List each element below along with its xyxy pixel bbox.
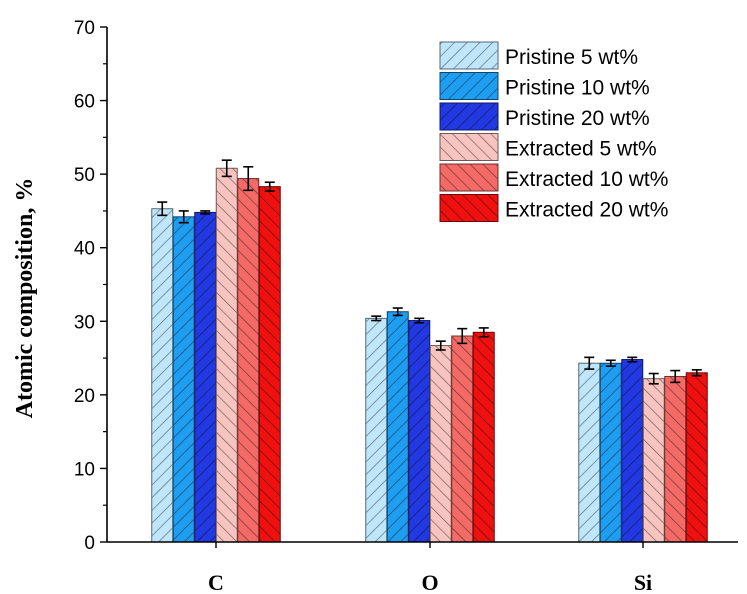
x-tick-label: O [421, 570, 438, 594]
error-bars-group [157, 159, 702, 385]
bar [429, 345, 452, 543]
legend-swatch [439, 194, 499, 222]
legend-label: Pristine 20 wt% [505, 107, 650, 130]
y-tick-label: 70 [74, 18, 95, 39]
y-tick-label: 20 [74, 386, 95, 407]
legend-label: Pristine 10 wt% [505, 77, 650, 100]
bar [172, 216, 195, 543]
bar [578, 362, 601, 543]
bar [151, 208, 174, 543]
bar [472, 331, 495, 543]
axes-group: 0 10 20 30 40 50 60 70 C O Si [74, 18, 738, 594]
bars-group [151, 167, 708, 543]
bar [386, 311, 409, 543]
legend-label: Extracted 20 wt% [505, 199, 668, 222]
x-tick-label: C [208, 570, 224, 594]
legend-swatch [439, 163, 499, 192]
y-tick-label: 40 [74, 239, 95, 260]
bar [621, 359, 644, 543]
bar [194, 211, 217, 543]
legend-swatch [439, 133, 499, 161]
y-tick-label: 0 [84, 533, 95, 554]
bar [408, 320, 431, 543]
bar [664, 375, 687, 543]
legend-label: Extracted 10 wt% [505, 168, 668, 191]
legend-swatch [439, 41, 499, 70]
legend: Pristine 5 wt% Pristine 10 wt% Pristine 20… [439, 41, 668, 222]
legend-swatch [439, 102, 499, 131]
y-tick-label: 10 [74, 459, 95, 480]
bar [642, 378, 665, 543]
y-tick-label: 60 [74, 92, 95, 113]
bar [237, 178, 260, 543]
bar [365, 317, 388, 543]
y-tick-label: 50 [74, 165, 95, 186]
x-tick-label: Si [634, 570, 652, 594]
legend-label: Pristine 5 wt% [505, 46, 638, 69]
bar [599, 362, 622, 543]
bar [215, 167, 238, 543]
legend-label: Extracted 5 wt% [505, 138, 657, 161]
y-tick-label: 30 [74, 312, 95, 333]
bar [451, 335, 474, 543]
legend-swatch [439, 72, 499, 100]
bar [685, 372, 708, 543]
y-axis-label: Atomic composition, % [12, 178, 38, 419]
bar [258, 186, 281, 543]
